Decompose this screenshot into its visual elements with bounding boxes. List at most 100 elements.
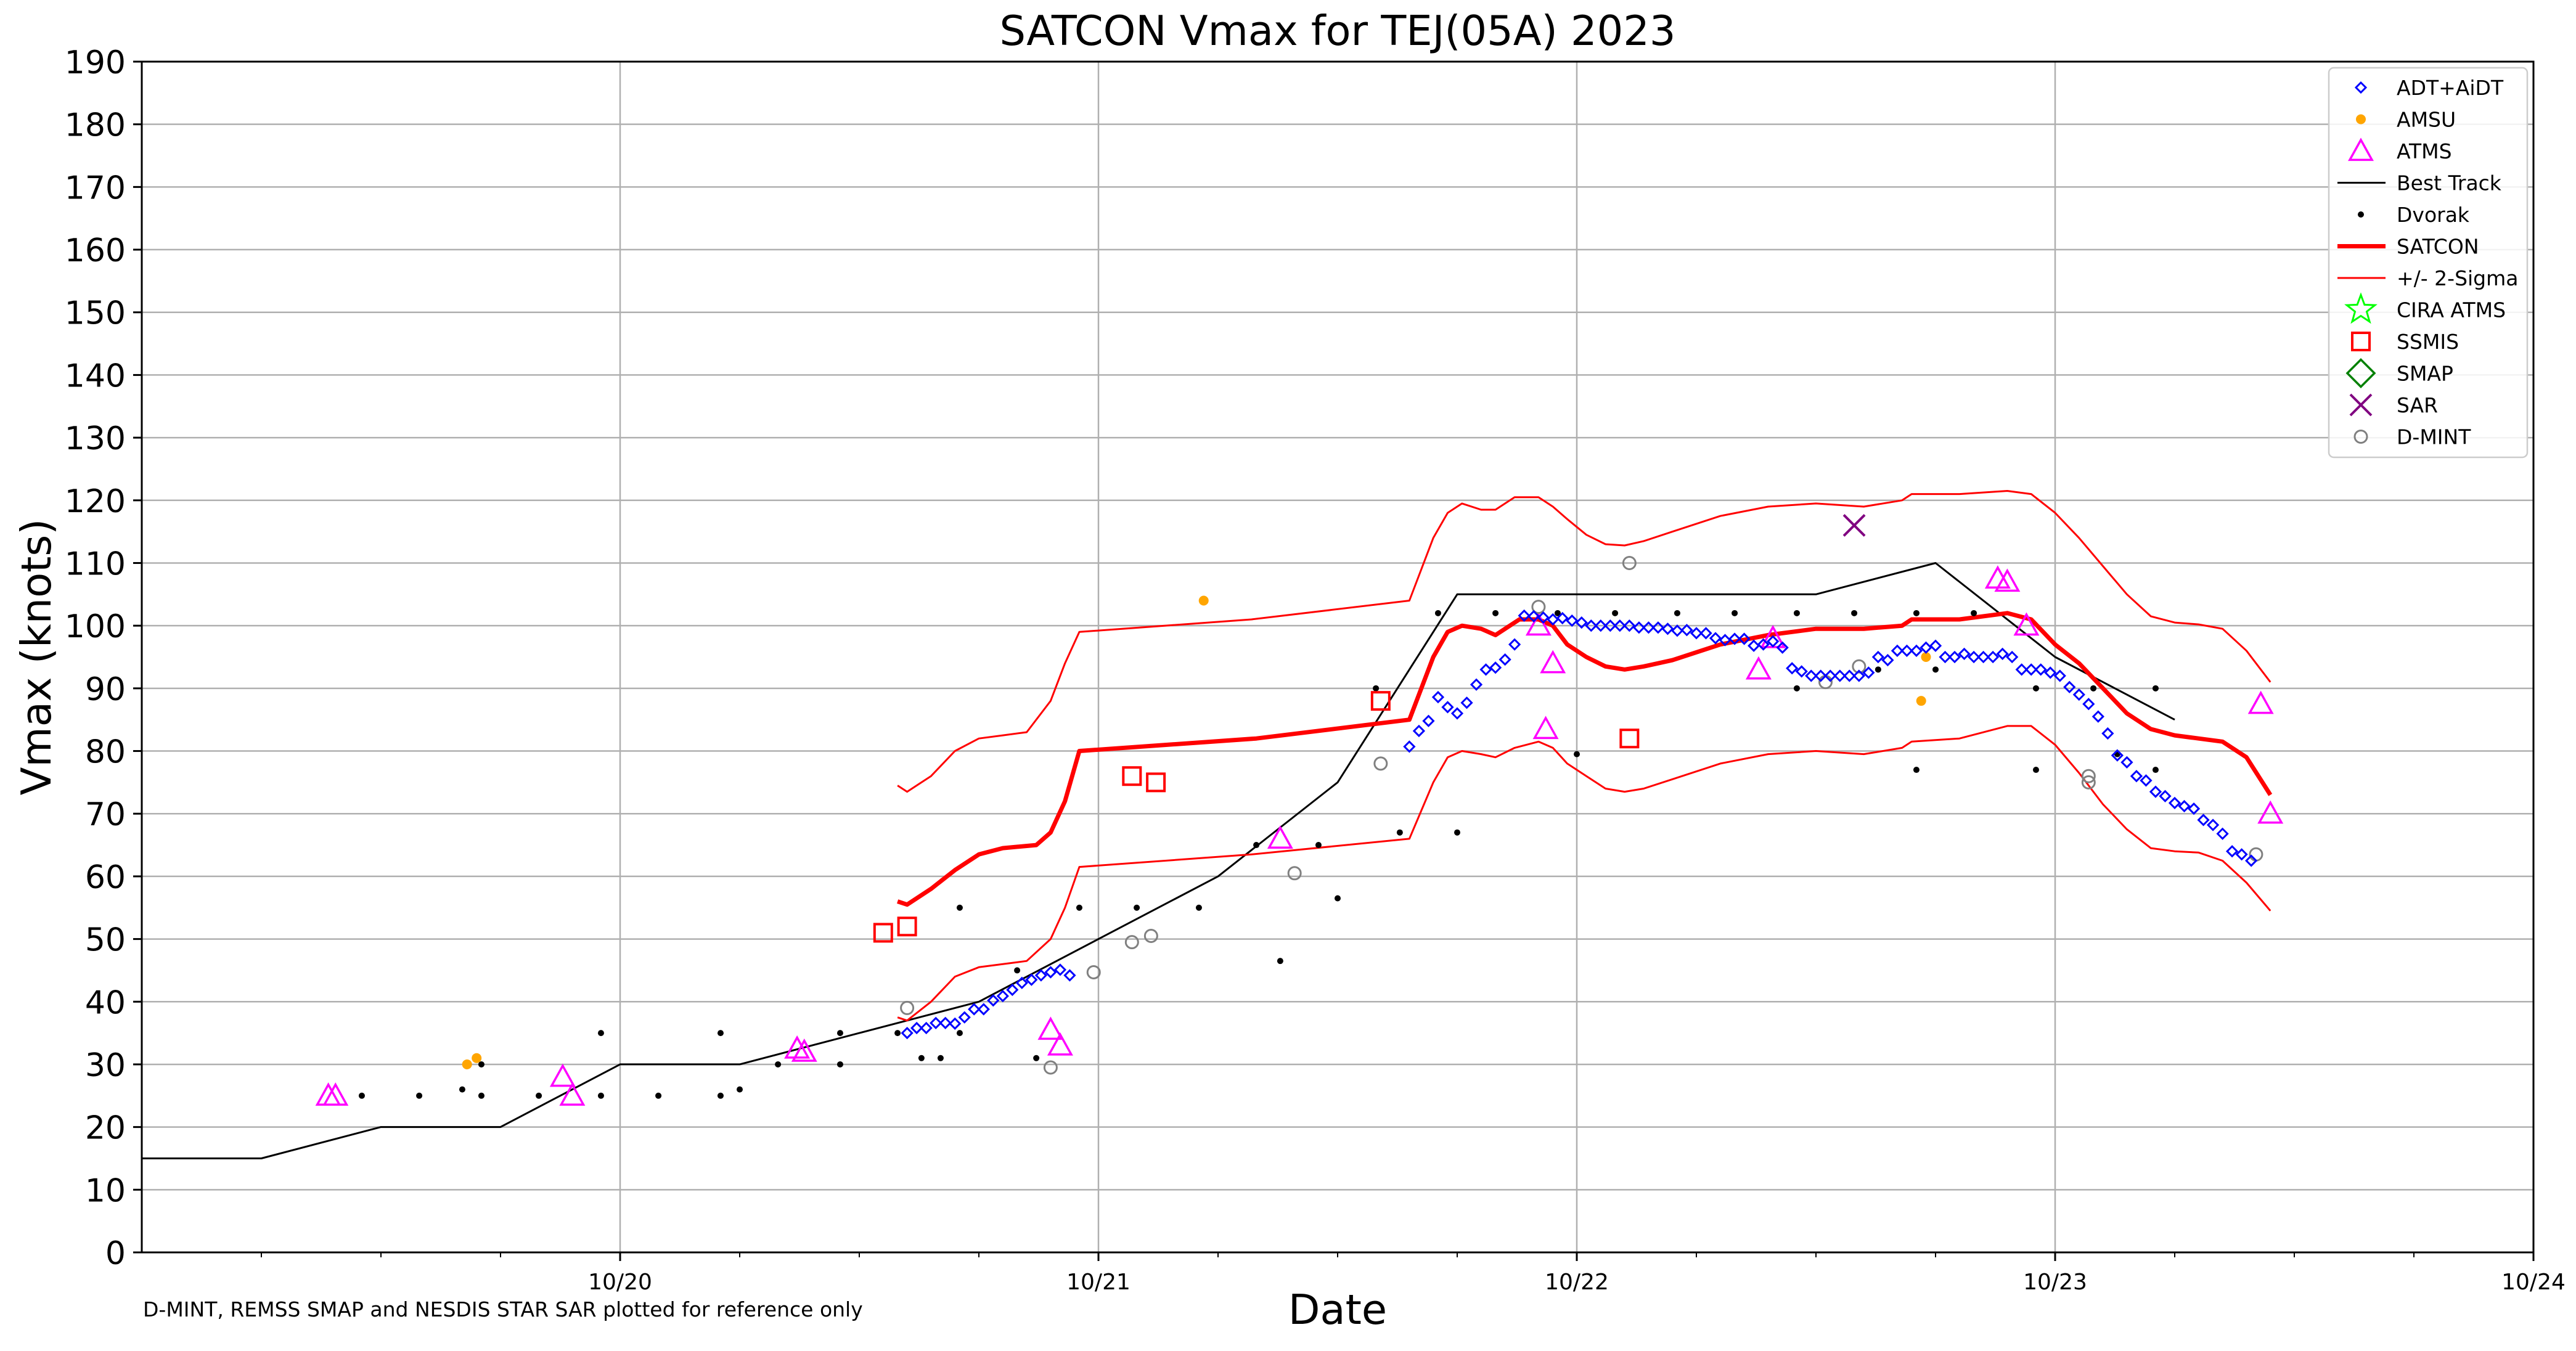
data-point bbox=[1025, 973, 1038, 986]
data-point bbox=[1460, 696, 1473, 709]
legend: ADT+AiDT AMSU ATMS Best Track Dvorak SATCON +/… bbox=[2328, 67, 2529, 459]
data-point bbox=[2082, 698, 2095, 711]
data-point bbox=[2225, 845, 2239, 858]
data-point bbox=[1434, 610, 1441, 616]
data-point bbox=[1939, 650, 1952, 664]
legend-label: ADT+AiDT bbox=[2397, 76, 2504, 100]
data-point bbox=[1492, 610, 1499, 616]
data-point bbox=[1747, 639, 1760, 652]
data-point bbox=[1842, 514, 1866, 537]
data-point bbox=[1047, 1032, 1073, 1056]
data-point bbox=[1531, 600, 1546, 614]
data-point bbox=[717, 1030, 724, 1037]
data-point bbox=[1594, 619, 1607, 632]
y-tick-label: 160 bbox=[65, 232, 126, 269]
data-point bbox=[1613, 619, 1626, 632]
legend-label: SMAP bbox=[2397, 362, 2453, 386]
x-tick-label: 10/20 bbox=[588, 1270, 652, 1295]
legend-swatch bbox=[2349, 393, 2373, 417]
data-point bbox=[2152, 685, 2159, 692]
legend-item: D-MINT bbox=[2353, 425, 2471, 449]
x-tick-label: 10/24 bbox=[2501, 1270, 2566, 1295]
series-d-mint bbox=[900, 555, 2263, 1075]
data-point bbox=[1852, 669, 1865, 682]
data-point bbox=[1900, 644, 1913, 657]
data-point bbox=[2178, 799, 2191, 813]
data-point bbox=[1335, 895, 1341, 902]
data-point bbox=[737, 1086, 743, 1093]
data-point bbox=[1479, 663, 1492, 676]
data-point bbox=[1929, 639, 1942, 652]
data-point bbox=[1732, 610, 1738, 616]
data-point bbox=[1971, 610, 1977, 616]
data-point bbox=[1508, 638, 1521, 651]
data-point bbox=[1757, 638, 1770, 651]
legend-item: Dvorak bbox=[2358, 203, 2470, 227]
data-point bbox=[1267, 825, 1293, 849]
series-line bbox=[897, 611, 2273, 907]
data-point bbox=[1642, 621, 1655, 634]
legend-swatch bbox=[2344, 292, 2378, 324]
data-point bbox=[2257, 800, 2284, 824]
data-point bbox=[900, 1000, 915, 1015]
data-point bbox=[1537, 611, 1550, 624]
legend-label: D-MINT bbox=[2397, 425, 2471, 449]
legend-item: CIRA ATMS bbox=[2344, 292, 2506, 324]
data-point bbox=[2159, 790, 2172, 802]
data-point bbox=[559, 1082, 586, 1106]
data-point bbox=[2130, 770, 2143, 783]
series-dvorak bbox=[358, 610, 2159, 1099]
data-point bbox=[459, 1086, 465, 1093]
legend-swatch bbox=[2353, 430, 2368, 444]
data-point bbox=[1948, 650, 1961, 664]
data-point bbox=[1134, 904, 1140, 911]
x-tick-label: 10/23 bbox=[2023, 1270, 2087, 1295]
data-point bbox=[478, 1092, 485, 1099]
legend-label: SSMIS bbox=[2397, 330, 2459, 354]
data-point bbox=[1958, 647, 1971, 661]
legend-item: SATCON bbox=[2337, 235, 2479, 259]
data-point bbox=[1585, 619, 1598, 632]
data-point bbox=[1699, 627, 1712, 640]
data-point bbox=[996, 989, 1009, 1003]
series-line bbox=[142, 562, 2175, 1159]
data-point bbox=[836, 1030, 843, 1037]
data-point bbox=[1728, 632, 1741, 645]
data-point bbox=[1661, 622, 1674, 635]
data-point bbox=[2247, 690, 2274, 714]
tick-layer: 0 10 20 30 40 50 60 70 80 90 100 110 120 130 140 150 160… bbox=[65, 44, 2566, 1295]
data-point bbox=[1499, 653, 1511, 666]
data-point bbox=[1670, 624, 1684, 637]
data-point bbox=[1422, 714, 1435, 727]
data-point bbox=[472, 1053, 482, 1063]
legend-item: AMSU bbox=[2356, 108, 2456, 132]
data-point bbox=[1745, 656, 1772, 680]
data-point bbox=[2149, 785, 2162, 798]
data-point bbox=[1862, 666, 1875, 679]
x-tick-label: 10/22 bbox=[1545, 1270, 1609, 1295]
data-point bbox=[597, 1030, 604, 1037]
data-point bbox=[836, 1061, 843, 1067]
data-point bbox=[1450, 707, 1464, 720]
data-point bbox=[1396, 829, 1403, 836]
data-point bbox=[1525, 612, 1552, 636]
data-point bbox=[1195, 904, 1202, 911]
series-line bbox=[897, 725, 2271, 1022]
data-point bbox=[1014, 967, 1021, 974]
data-point bbox=[1143, 928, 1158, 943]
data-point bbox=[717, 1092, 724, 1099]
data-point bbox=[1623, 619, 1636, 632]
data-point bbox=[894, 1030, 901, 1037]
y-tick-label: 100 bbox=[65, 608, 126, 645]
data-point bbox=[1910, 644, 1923, 657]
series-layer bbox=[142, 490, 2284, 1159]
data-point bbox=[1977, 650, 1990, 664]
data-point bbox=[791, 1039, 817, 1062]
data-point bbox=[1554, 610, 1561, 616]
legend-item: SAR bbox=[2349, 393, 2438, 417]
data-point bbox=[1881, 653, 1894, 667]
data-point bbox=[2091, 710, 2104, 723]
legend-swatch bbox=[2348, 137, 2374, 161]
data-point bbox=[1786, 662, 1799, 675]
